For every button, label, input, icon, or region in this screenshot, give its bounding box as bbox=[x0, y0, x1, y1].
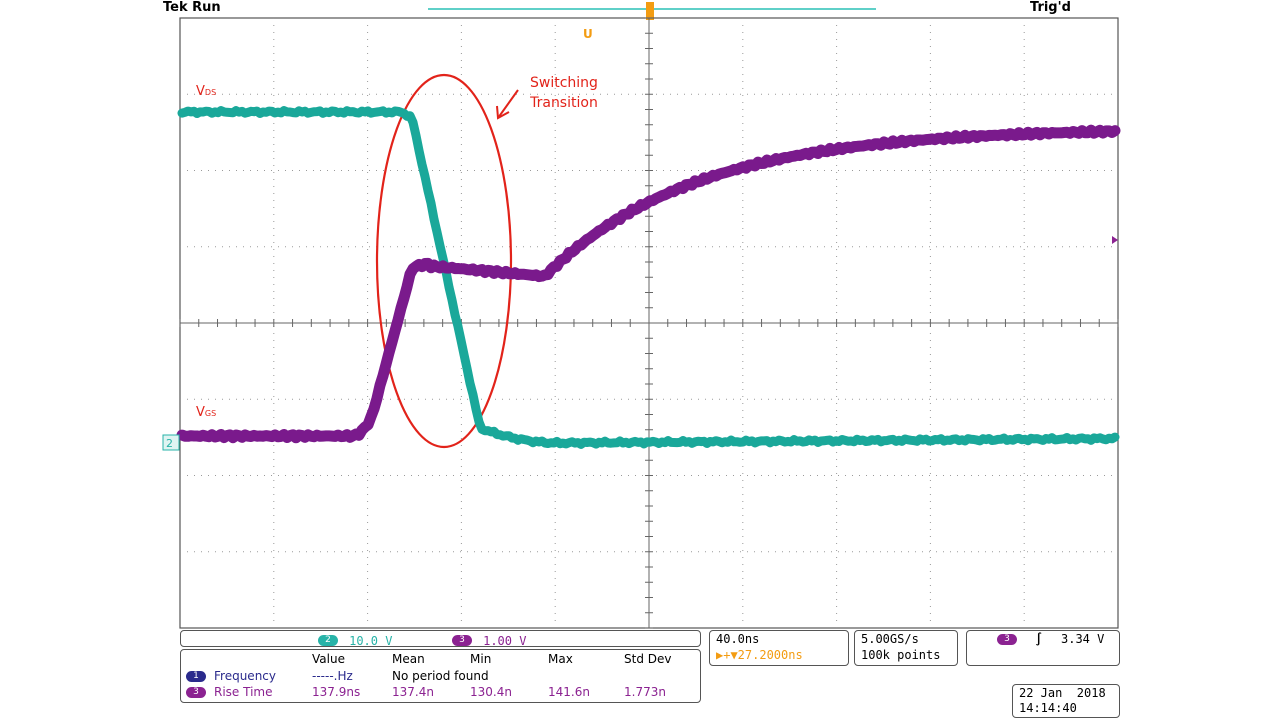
meas-row-2-value: 137.9ns bbox=[312, 685, 361, 699]
channel-2-readout[interactable]: 2 10.0 V bbox=[318, 630, 393, 648]
channel-2-ground-marker[interactable] bbox=[162, 434, 180, 451]
graticule-grid bbox=[179, 17, 1119, 629]
annotation-text: Switching Transition bbox=[530, 75, 598, 111]
time: 14:14:40 bbox=[1019, 701, 1077, 715]
channel-3-readout[interactable]: 3 1.00 V bbox=[452, 630, 527, 648]
timebase-box[interactable]: 40.0ns ▶+▼27.2000ns bbox=[709, 630, 849, 666]
trigger-channel-badge: 3 bbox=[997, 634, 1017, 645]
trigger-level-marker[interactable] bbox=[1112, 236, 1118, 244]
vgs-trace bbox=[176, 124, 1121, 444]
table-row[interactable]: 1 Frequency -----.Hz No period found bbox=[184, 669, 694, 684]
timebase-per-div: 40.0ns bbox=[716, 632, 760, 646]
meas-row-1-badge: 1 bbox=[186, 671, 206, 682]
meas-header-value: Value bbox=[312, 652, 345, 666]
date: 22 Jan 2018 bbox=[1019, 686, 1106, 700]
meas-row-1-mean: No period found bbox=[392, 669, 489, 683]
trigger-box[interactable]: 3 ∫ 3.34 V bbox=[966, 630, 1120, 666]
switching-transition-ellipse bbox=[375, 73, 513, 449]
timebase-delay: ▶+▼27.2000ns bbox=[716, 648, 803, 662]
meas-row-2-badge: 3 bbox=[186, 687, 206, 698]
record-points: 100k points bbox=[861, 648, 941, 662]
datetime-box: 22 Jan 2018 14:14:40 bbox=[1012, 684, 1120, 718]
trigger-position-marker[interactable]: U bbox=[583, 27, 593, 41]
run-status: Tek Run bbox=[163, 0, 221, 15]
sample-rate: 5.00GS/s bbox=[861, 632, 919, 646]
table-row[interactable]: 3 Rise Time 137.9ns 137.4n 130.4n 141.6n… bbox=[184, 685, 694, 700]
channel-2-ground-label: 2 bbox=[166, 437, 173, 450]
meas-row-2-std-dev: 1.773n bbox=[624, 685, 666, 699]
trigger-status: Trig'd bbox=[1030, 0, 1071, 15]
meas-header-max: Max bbox=[548, 652, 573, 666]
vds-label: VDS bbox=[196, 84, 217, 99]
meas-row-2-name: Rise Time bbox=[214, 685, 273, 699]
channel-3-badge: 3 bbox=[452, 635, 472, 646]
meas-row-1-value: -----.Hz bbox=[312, 669, 353, 683]
sampling-box[interactable]: 5.00GS/s 100k points bbox=[854, 630, 958, 666]
trigger-slope-icon: ∫ bbox=[1035, 632, 1043, 646]
record-position-marker[interactable] bbox=[646, 2, 654, 20]
meas-header-mean: Mean bbox=[392, 652, 425, 666]
channel-3-scale: 1.00 V bbox=[483, 634, 527, 648]
channel-2-badge: 2 bbox=[318, 635, 338, 646]
trigger-level: 3.34 V bbox=[1061, 632, 1105, 646]
meas-header-min: Min bbox=[470, 652, 492, 666]
measurements-panel bbox=[180, 649, 701, 703]
meas-row-2-min: 130.4n bbox=[470, 685, 512, 699]
vds-trace bbox=[177, 106, 1120, 449]
meas-row-2-mean: 137.4n bbox=[392, 685, 434, 699]
channel-2-scale: 10.0 V bbox=[349, 634, 393, 648]
vgs-label: VGS bbox=[196, 405, 217, 420]
annotation-arrow bbox=[496, 89, 519, 120]
meas-header-std-dev: Std Dev bbox=[624, 652, 672, 666]
meas-row-1-name: Frequency bbox=[214, 669, 276, 683]
meas-row-2-max: 141.6n bbox=[548, 685, 590, 699]
channel-readout-bar bbox=[180, 630, 701, 647]
